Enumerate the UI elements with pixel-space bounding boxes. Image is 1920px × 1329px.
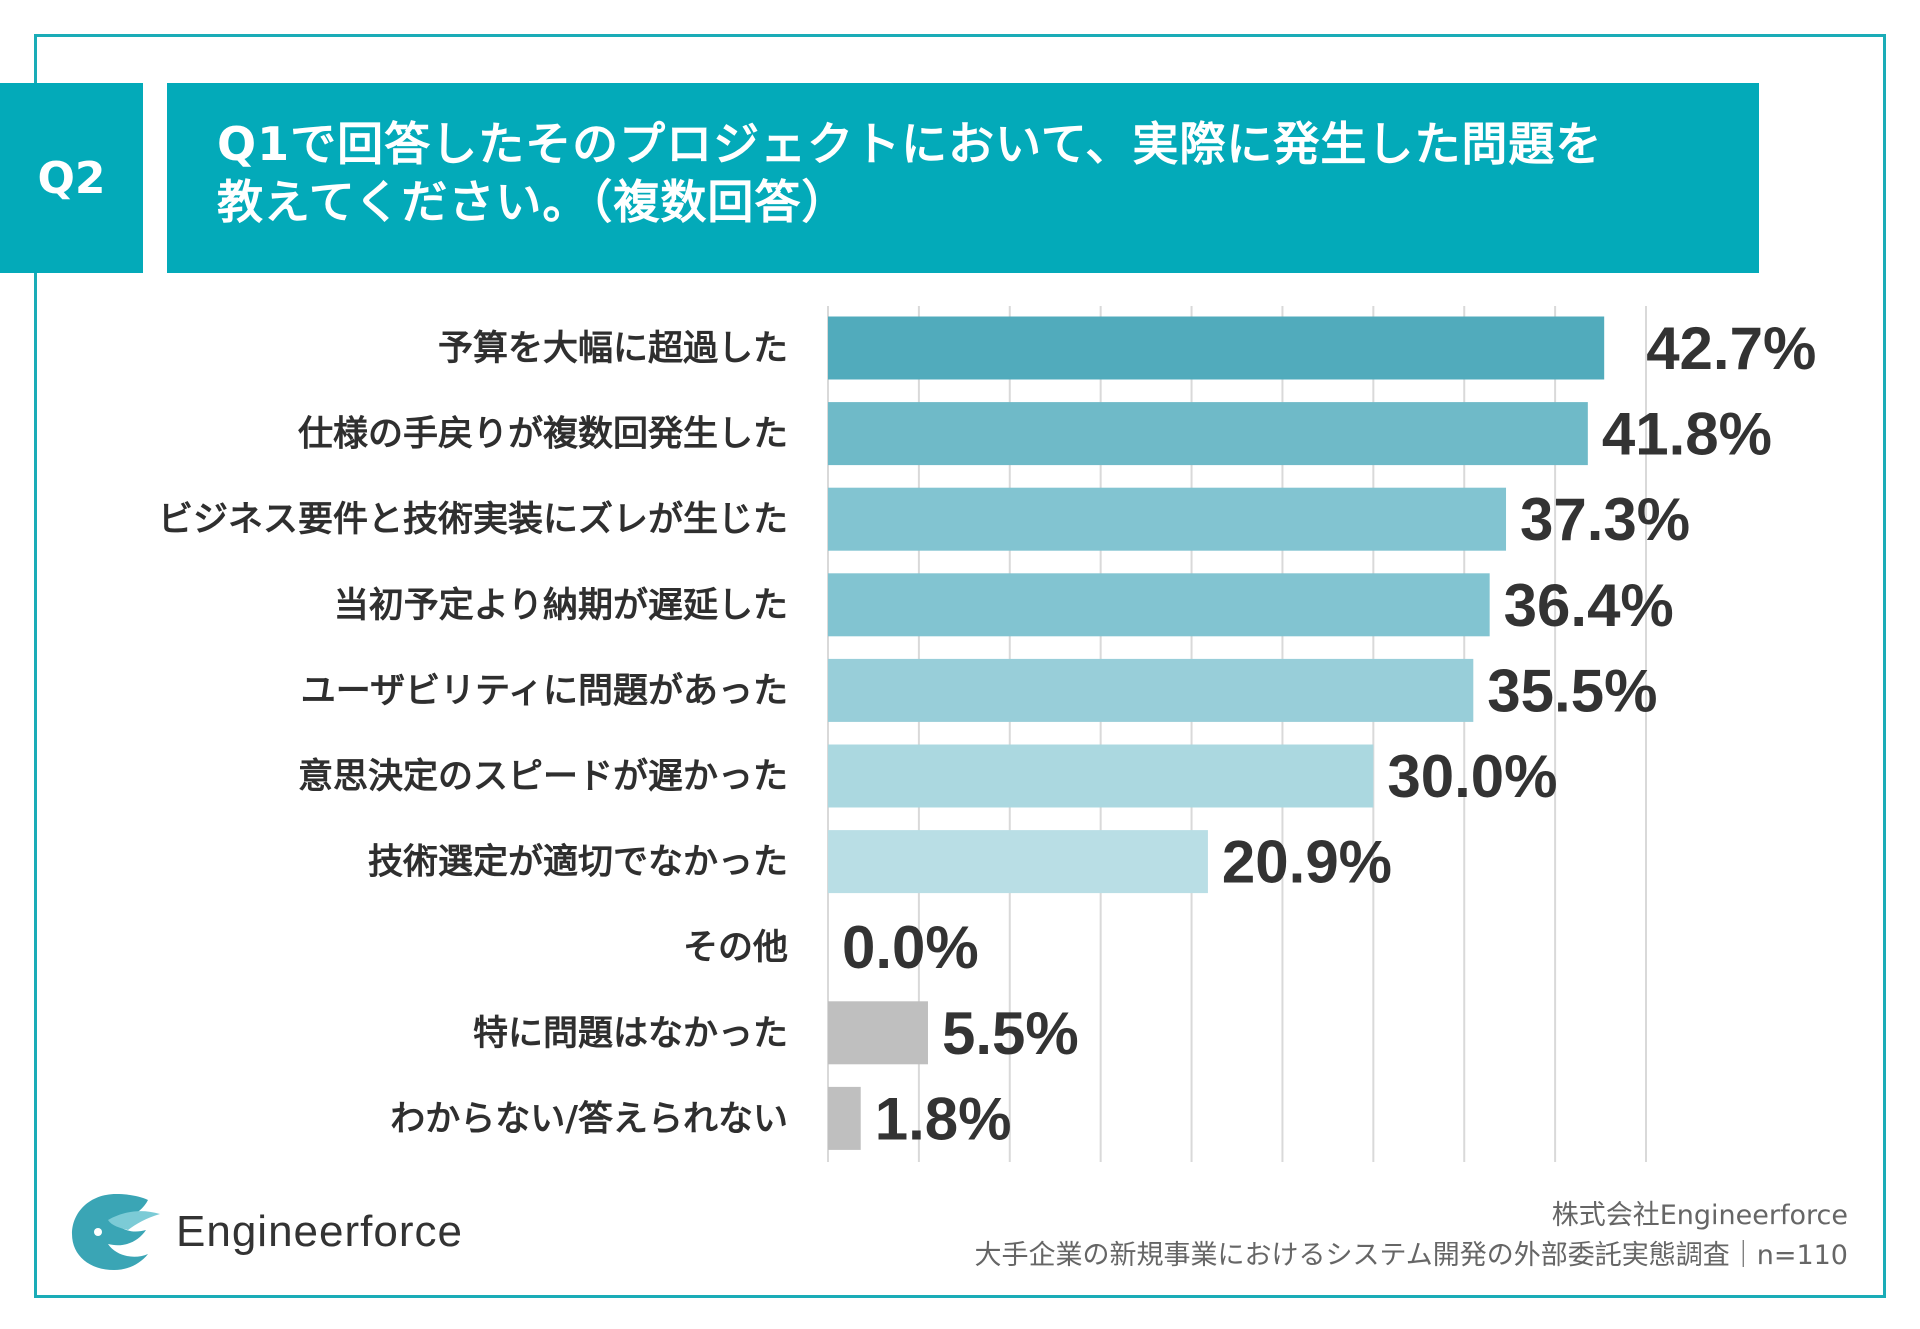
bar — [828, 487, 1507, 551]
value-label: 36.4% — [1504, 572, 1674, 639]
bar — [828, 573, 1490, 637]
category-label: ビジネス要件と技術実装にズレが生じた — [158, 499, 788, 540]
bar — [828, 830, 1208, 894]
question-title-line-1: Q1で回答したそのプロジェクトにおいて、実際に発生した問題を — [217, 117, 1603, 171]
question-title: Q1で回答したそのプロジェクトにおいて、実際に発生した問題を 教えてください。（… — [167, 83, 1759, 273]
brand-logo: Engineerforce — [68, 1190, 463, 1274]
bar — [828, 744, 1374, 808]
question-title-line-2: 教えてください。（複数回答） — [217, 175, 849, 229]
category-label: 意思決定のスピードが遅かった — [298, 757, 788, 797]
brand-logo-text: Engineerforce — [176, 1207, 463, 1256]
value-label: 20.9% — [1222, 829, 1392, 896]
value-label: 30.0% — [1387, 743, 1557, 810]
category-label: 技術選定が適切でなかった — [368, 843, 788, 883]
category-label: その他 — [683, 928, 788, 968]
category-label: ユーザビリティに問題があった — [301, 671, 788, 711]
bar — [828, 1001, 928, 1065]
category-label: わからない/答えられない — [390, 1099, 788, 1139]
footer-credits: 株式会社Engineerforce 大手企業の新規事業におけるシステム開発の外部… — [975, 1196, 1848, 1276]
value-label: 42.7% — [1646, 315, 1816, 382]
value-label: 1.8% — [875, 1085, 1012, 1152]
value-label: 41.8% — [1602, 401, 1772, 468]
bar — [828, 1086, 861, 1150]
value-label: 37.3% — [1520, 486, 1690, 553]
chart-frame — [34, 34, 1886, 1298]
question-badge: Q2 — [0, 83, 143, 273]
value-label: 0.0% — [842, 914, 979, 981]
bar — [828, 402, 1588, 466]
category-label: 特に問題はなかった — [473, 1014, 788, 1054]
survey-name: 大手企業の新規事業におけるシステム開発の外部委託実態調査｜n=110 — [974, 1240, 1848, 1271]
category-label: 当初予定より納期が遅延した — [334, 586, 788, 626]
bird-logo-icon — [72, 1194, 160, 1270]
category-label: 仕様の手戻りが複数回発生した — [298, 415, 788, 455]
category-label: 予算を大幅に超過した — [438, 329, 788, 369]
company-name: 株式会社Engineerforce — [1551, 1200, 1848, 1231]
bar — [828, 658, 1474, 722]
bar — [828, 316, 1605, 380]
value-label: 5.5% — [942, 1000, 1079, 1067]
value-label: 35.5% — [1487, 657, 1657, 724]
